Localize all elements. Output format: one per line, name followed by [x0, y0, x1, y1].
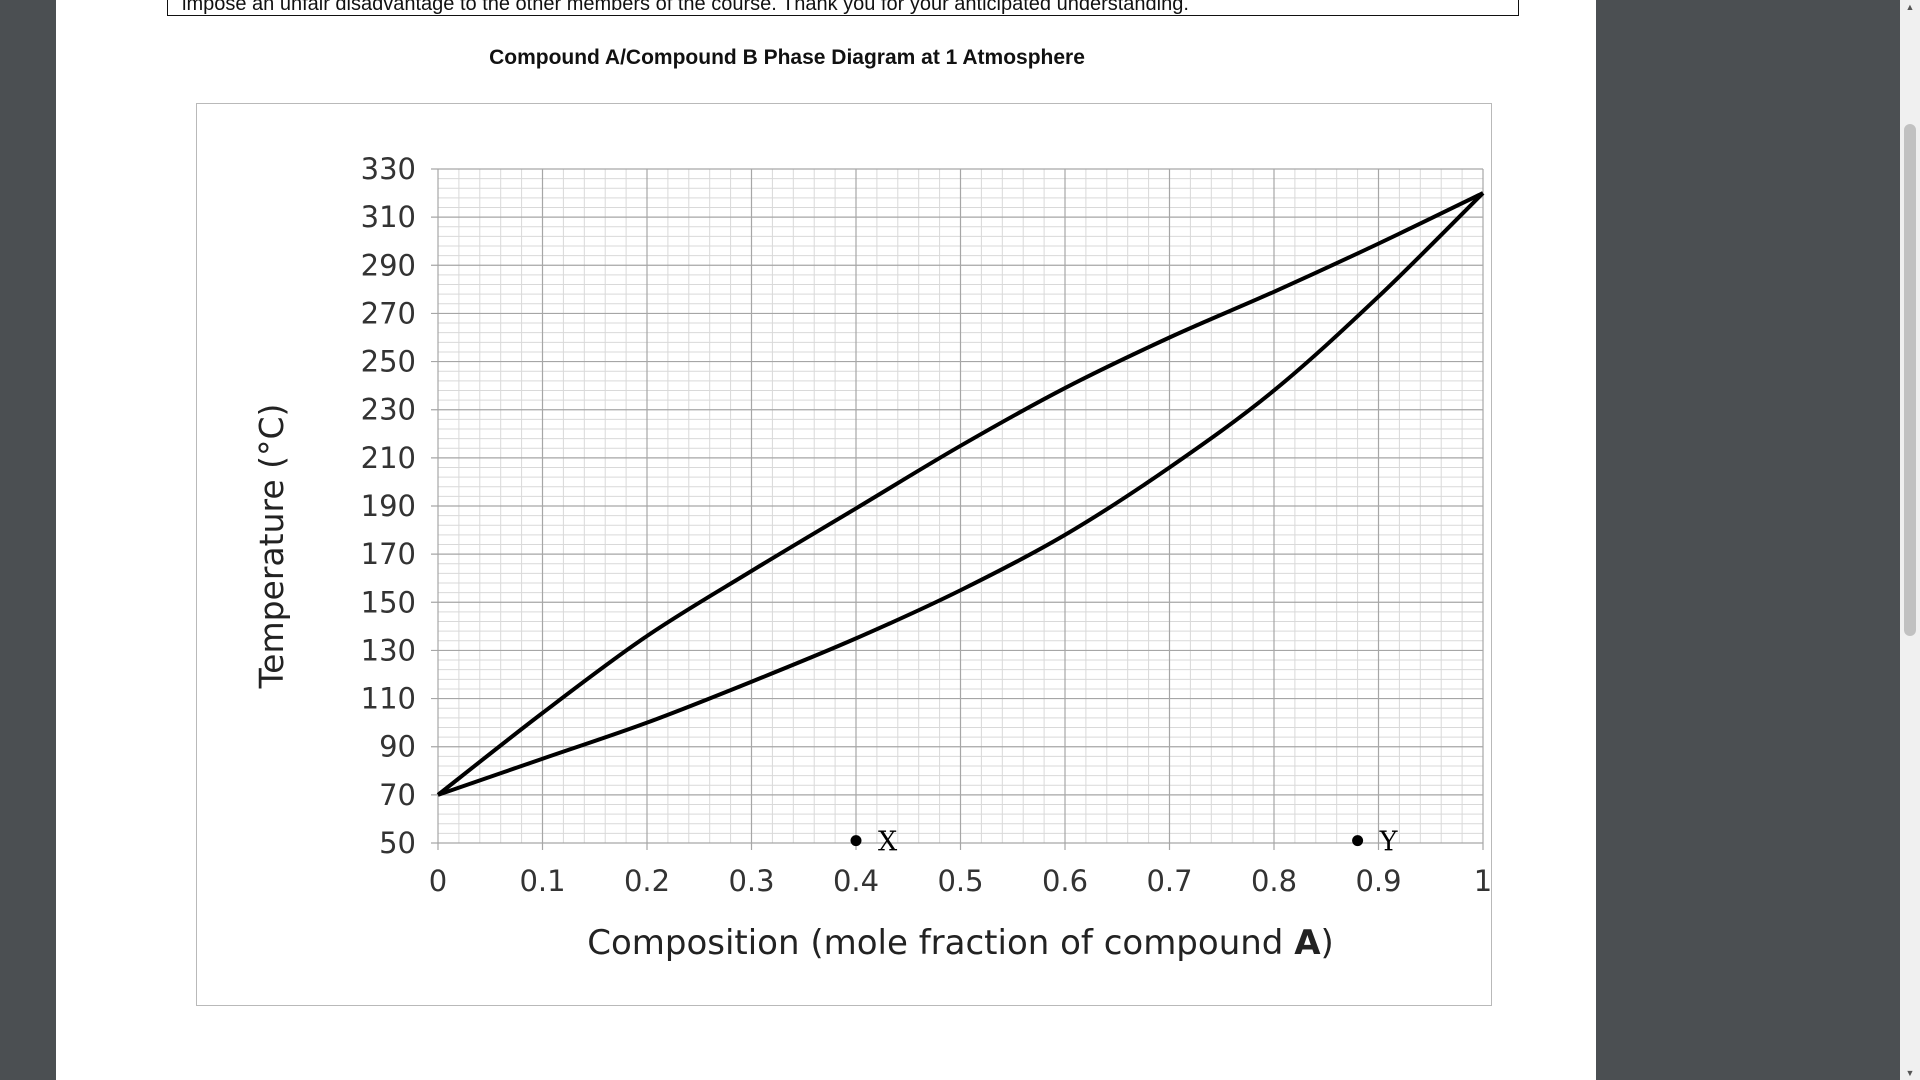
y-tick-label: 210 — [361, 441, 416, 475]
scrollbar-thumb[interactable] — [1904, 124, 1916, 636]
data-point — [850, 835, 862, 847]
phase-diagram-chart: 0 0.1 0.2 0.3 0.4 0.5 0.6 0.7 0.8 0.9 150709011013… — [252, 152, 1490, 963]
document-page: impose an unfair disadvantage to the oth… — [56, 0, 1596, 1080]
x-tick-label: 0 — [429, 864, 447, 898]
y-tick-label: 310 — [361, 200, 416, 234]
x-tick-label: 0.6 — [1042, 864, 1088, 898]
series-line-1 — [436, 191, 1484, 797]
chart-frame: 0 0.1 0.2 0.3 0.4 0.5 0.6 0.7 0.8 0.9 1 50 70 90 110 13… — [196, 103, 1492, 1006]
y-tick-label: 110 — [361, 682, 416, 716]
y-tick-label: 190 — [361, 489, 416, 523]
series-line-2 — [437, 191, 1485, 797]
x-tick-label: 0.9 — [1355, 864, 1401, 898]
y-tick-label: 50 — [379, 826, 416, 860]
vertical-scrollbar[interactable]: ▲ ▼ — [1900, 0, 1920, 1080]
x-axis-label: Composition (mole fraction of compound A… — [587, 923, 1334, 963]
notice-box: impose an unfair disadvantage to the oth… — [167, 0, 1519, 16]
x-tick-label: 0.3 — [728, 864, 774, 898]
x-tick-label: 1 — [1474, 864, 1490, 898]
x-tick-label: 0.8 — [1251, 864, 1297, 898]
x-tick-label: 0.7 — [1146, 864, 1192, 898]
scroll-down-arrow-icon[interactable]: ▼ — [1905, 1068, 1915, 1078]
point-label: X — [878, 827, 898, 858]
y-tick-label: 150 — [361, 585, 416, 619]
chart-title: Compound A/Compound B Phase Diagram at 1… — [489, 46, 1085, 69]
point-label: Y — [1379, 827, 1399, 858]
data-point — [1352, 835, 1364, 847]
y-tick-label: 90 — [379, 730, 416, 764]
x-tick-label: 0.2 — [624, 864, 670, 898]
y-tick-label: 130 — [361, 633, 416, 667]
x-tick-label: 0.1 — [519, 864, 565, 898]
major-grid — [431, 168, 1484, 850]
y-axis-label: Temperature (°C) — [252, 404, 291, 690]
y-tick-label: 290 — [361, 248, 416, 282]
notice-text: impose an unfair disadvantage to the oth… — [182, 0, 1189, 15]
y-tick-label: 250 — [361, 345, 416, 379]
y-tick-label: 70 — [379, 778, 416, 812]
y-tick-label: 170 — [361, 537, 416, 571]
y-tick-label: 270 — [361, 296, 416, 330]
y-tick-label: 330 — [361, 152, 416, 186]
scroll-up-arrow-icon[interactable]: ▲ — [1905, 2, 1915, 12]
x-tick-label: 0.4 — [833, 864, 879, 898]
x-tick-label: 0.5 — [937, 864, 983, 898]
y-tick-label: 230 — [361, 393, 416, 427]
